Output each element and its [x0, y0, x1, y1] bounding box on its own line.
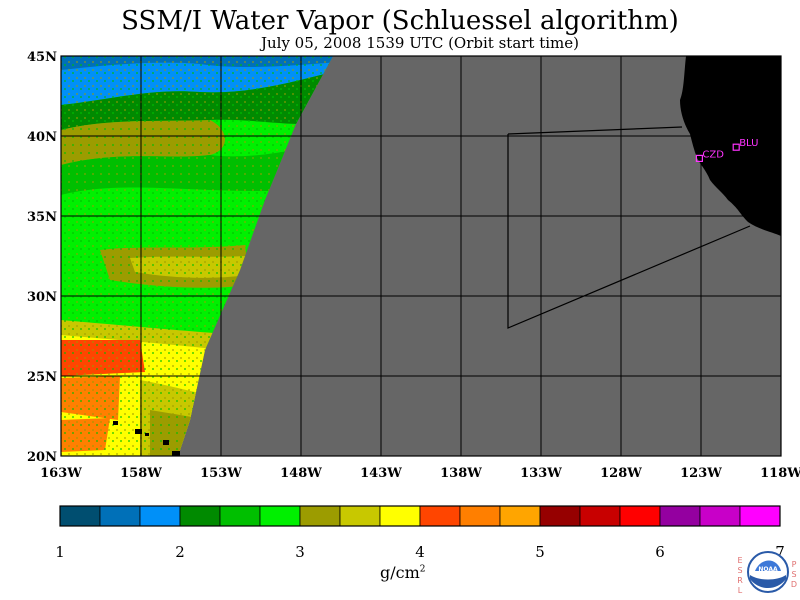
colorbar-units: g/cm2 — [380, 563, 426, 582]
colorbar-tick-label: 2 — [175, 543, 185, 561]
colorbar-tick-label: 4 — [415, 543, 425, 561]
noaa-logo: NOAA — [747, 551, 789, 593]
hawaiian-islands — [113, 421, 180, 456]
colorbar-tick-label: 1 — [55, 543, 65, 561]
colorbar-swatch — [619, 505, 661, 527]
lon-tick-label: 133W — [520, 466, 562, 481]
lon-tick-label: 138W — [440, 466, 482, 481]
colorbar-swatch — [739, 505, 781, 527]
site-label: BLU — [739, 138, 758, 149]
lat-tick-label: 20N — [27, 450, 57, 465]
colorbar-swatch — [419, 505, 461, 527]
lat-tick-label: 40N — [27, 130, 57, 145]
colorbar-swatch — [339, 505, 381, 527]
lon-tick-label: 163W — [40, 466, 82, 481]
colorbar-swatch — [579, 505, 621, 527]
lon-tick-label: 118W — [760, 466, 800, 481]
colorbar-tick-label: 5 — [535, 543, 545, 561]
lon-tick-label: 153W — [200, 466, 242, 481]
lon-tick-label: 148W — [280, 466, 322, 481]
colorbar-swatch — [259, 505, 301, 527]
colorbar-tick-label: 3 — [295, 543, 305, 561]
map-title: SSM/I Water Vapor (Schluessel algorithm) — [121, 6, 679, 36]
lon-tick-label: 123W — [680, 466, 722, 481]
lon-tick-label: 158W — [120, 466, 162, 481]
longitude-tick-labels: 163W 158W 153W 148W 143W 138W 133W 128W 123W 118W — [40, 466, 800, 481]
lon-tick-label: 128W — [600, 466, 642, 481]
lat-tick-label: 30N — [27, 290, 57, 305]
colorbar-tick-labels: 1 2 3 4 5 6 7 — [55, 543, 785, 561]
latitude-tick-labels: 45N 40N 35N 30N 25N 20N — [27, 50, 57, 465]
colorbar-swatch — [179, 505, 221, 527]
colorbar-swatch — [459, 505, 501, 527]
lat-tick-label: 25N — [27, 370, 57, 385]
colorbar-swatch — [299, 505, 341, 527]
colorbar-swatch — [499, 505, 541, 527]
site-marker — [695, 154, 704, 162]
colorbar-swatch — [99, 505, 141, 527]
noaa-badge-text: NOAA — [758, 566, 778, 573]
colorbar-swatch — [699, 505, 741, 527]
site-marker — [732, 143, 740, 151]
colorbar-swatch — [659, 505, 701, 527]
plot-area — [61, 56, 781, 456]
lon-tick-label: 143W — [360, 466, 402, 481]
graticule — [61, 56, 781, 456]
colorbar-tick-label: 7 — [775, 543, 785, 561]
colorbar-swatch — [379, 505, 421, 527]
domain-outline — [507, 134, 751, 329]
map-subtitle: July 05, 2008 1539 UTC (Orbit start time… — [260, 34, 580, 52]
land-north-america — [680, 56, 781, 236]
colorbar-swatch — [59, 505, 101, 527]
colorbar-swatch — [539, 505, 581, 527]
site-label: CZD — [702, 149, 724, 160]
lat-tick-label: 35N — [27, 210, 57, 225]
colorbar-swatch — [139, 505, 181, 527]
site-markers: CZD BLU — [695, 138, 758, 162]
colorbar — [59, 505, 781, 527]
colorbar-swatch — [219, 505, 261, 527]
map-frame — [60, 55, 782, 457]
lat-tick-label: 45N — [27, 50, 57, 65]
colorbar-tick-label: 6 — [655, 543, 665, 561]
